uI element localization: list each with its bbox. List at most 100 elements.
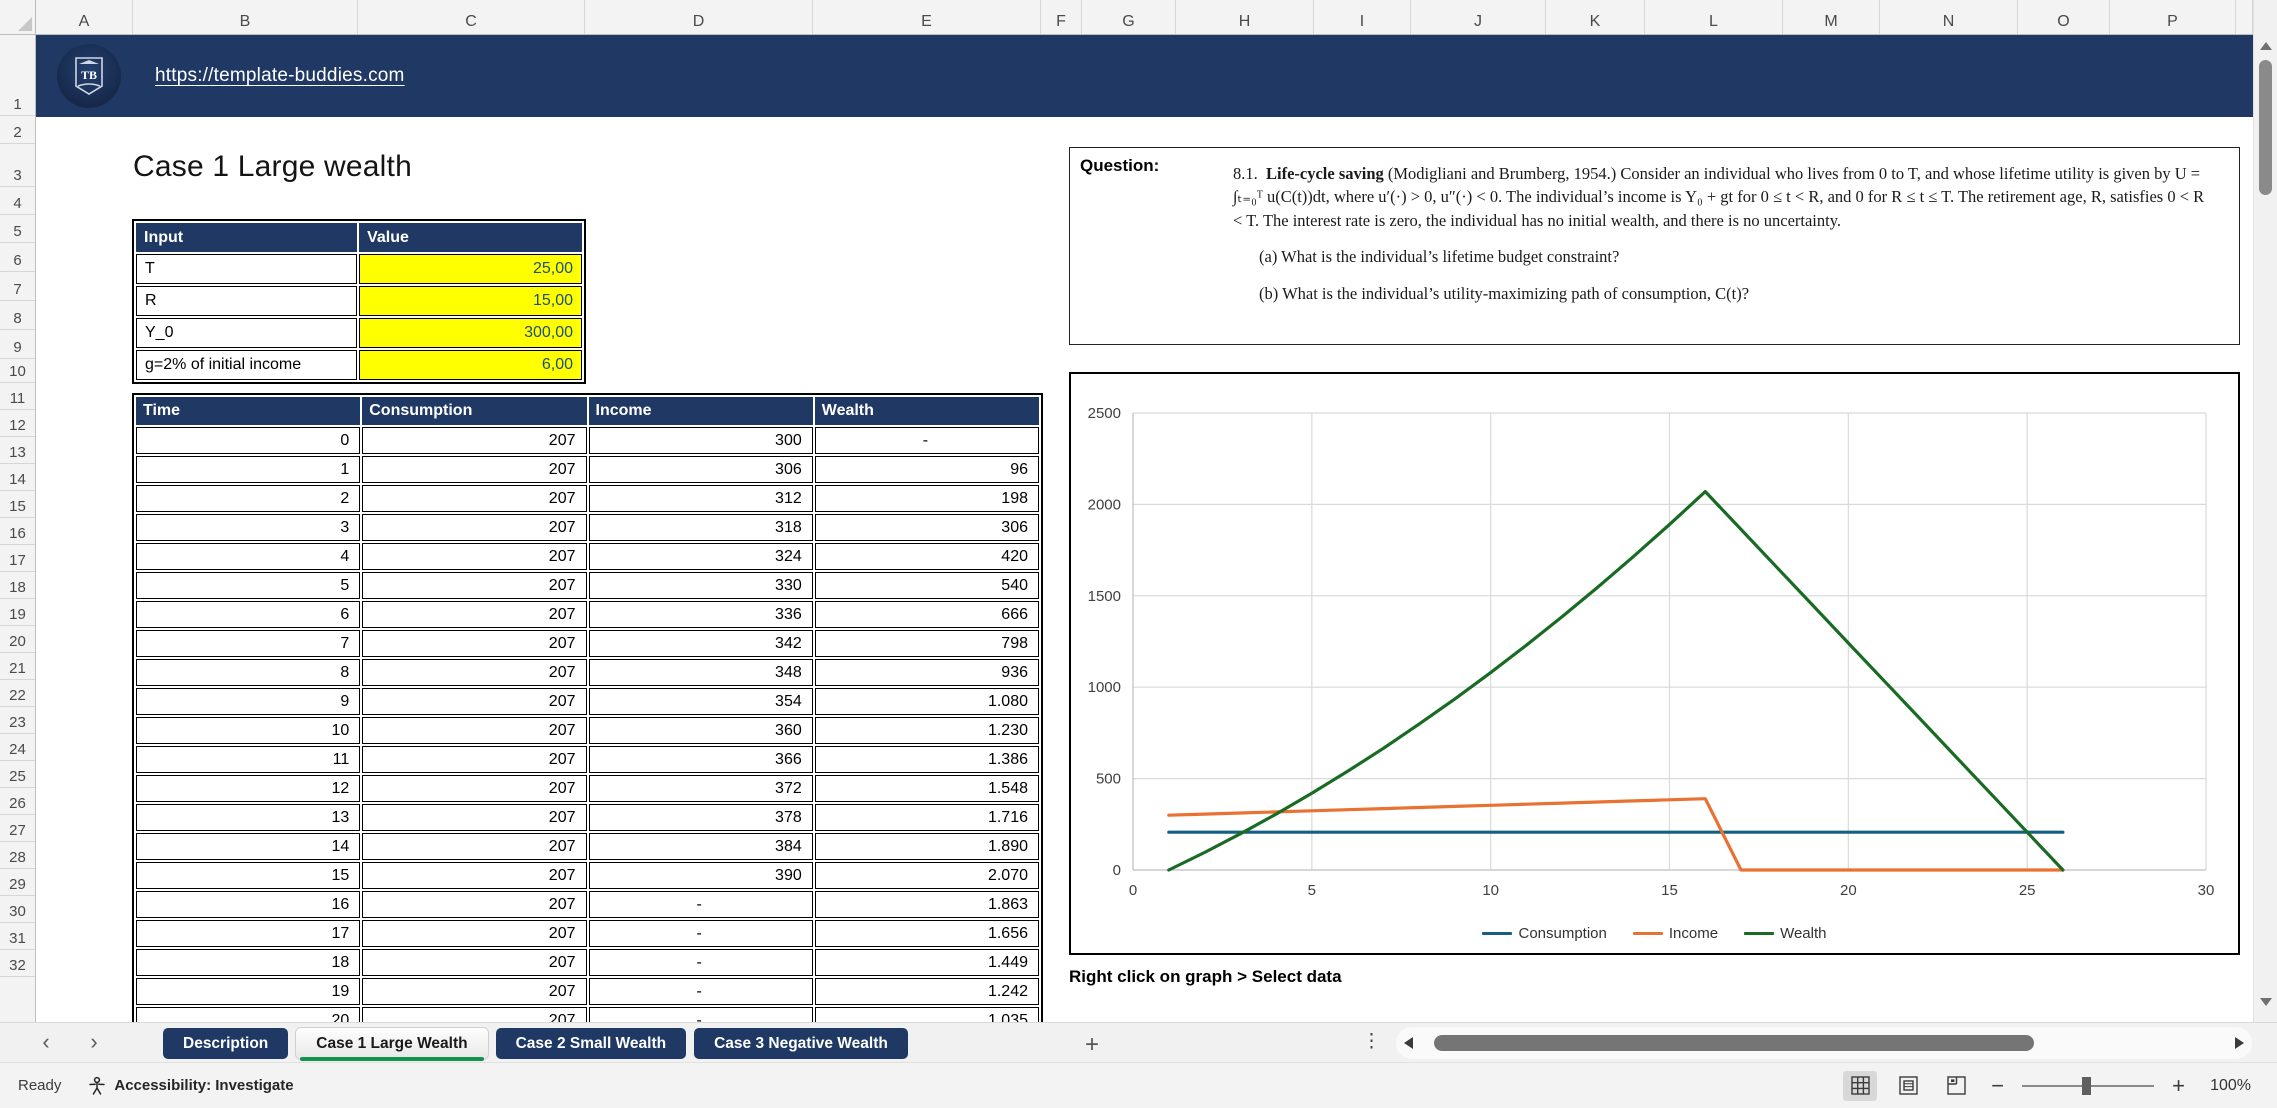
row-header-25[interactable]: 25 xyxy=(0,761,35,788)
vertical-scrollbar[interactable] xyxy=(2253,0,2277,1022)
row-header-31[interactable]: 31 xyxy=(0,923,35,950)
table-cell[interactable]: - xyxy=(588,920,813,947)
row-header-16[interactable]: 16 xyxy=(0,518,35,545)
table-cell[interactable]: 936 xyxy=(814,659,1039,686)
table-cell[interactable]: 207 xyxy=(362,688,587,715)
table-cell[interactable]: 1 xyxy=(136,456,361,483)
column-header-L[interactable]: L xyxy=(1645,0,1783,34)
template-buddies-link[interactable]: https://template-buddies.com xyxy=(155,65,405,86)
row-header-15[interactable]: 15 xyxy=(0,491,35,518)
accessibility-status[interactable]: Accessibility: Investigate xyxy=(87,1076,294,1096)
table-cell[interactable]: 300 xyxy=(588,427,813,454)
scroll-right-icon[interactable] xyxy=(2226,1037,2252,1049)
table-cell[interactable]: 18 xyxy=(136,949,361,976)
row-header-10[interactable]: 10 xyxy=(0,359,35,383)
table-cell[interactable]: 207 xyxy=(362,920,587,947)
table-cell[interactable]: 3 xyxy=(136,514,361,541)
tab-case-1-large-wealth[interactable]: Case 1 Large Wealth xyxy=(296,1028,488,1061)
input-label-cell[interactable]: T xyxy=(136,254,358,284)
input-label-cell[interactable]: R xyxy=(136,286,358,316)
row-header-2[interactable]: 2 xyxy=(0,116,35,144)
table-cell[interactable]: 348 xyxy=(588,659,813,686)
column-header-E[interactable]: E xyxy=(813,0,1041,34)
row-header-5[interactable]: 5 xyxy=(0,215,35,243)
input-label-cell[interactable]: g=2% of initial income xyxy=(136,350,358,380)
row-header-24[interactable]: 24 xyxy=(0,734,35,761)
table-cell[interactable]: 324 xyxy=(588,543,813,570)
row-header-6[interactable]: 6 xyxy=(0,243,35,272)
table-cell[interactable]: 360 xyxy=(588,717,813,744)
zoom-in-button[interactable]: + xyxy=(2172,1072,2185,1098)
table-cell[interactable]: 4 xyxy=(136,543,361,570)
horizontal-scrollbar[interactable] xyxy=(1396,1027,2252,1059)
scrollbar-options-icon[interactable]: ⋮ xyxy=(1362,1031,1381,1052)
table-cell[interactable]: 10 xyxy=(136,717,361,744)
table-cell[interactable]: 17 xyxy=(136,920,361,947)
row-header-21[interactable]: 21 xyxy=(0,653,35,680)
row-header-32[interactable]: 32 xyxy=(0,950,35,977)
next-sheet-button[interactable]: › xyxy=(90,1029,98,1054)
table-cell[interactable]: 207 xyxy=(362,630,587,657)
table-cell[interactable]: 13 xyxy=(136,804,361,831)
row-header-7[interactable]: 7 xyxy=(0,272,35,301)
table-cell[interactable]: 207 xyxy=(362,746,587,773)
table-cell[interactable]: 420 xyxy=(814,543,1039,570)
row-header-22[interactable]: 22 xyxy=(0,680,35,707)
row-header-30[interactable]: 30 xyxy=(0,896,35,923)
row-header-20[interactable]: 20 xyxy=(0,626,35,653)
table-cell[interactable]: 330 xyxy=(588,572,813,599)
table-cell[interactable]: 1.449 xyxy=(814,949,1039,976)
table-cell[interactable]: 207 xyxy=(362,717,587,744)
table-cell[interactable]: 1.242 xyxy=(814,978,1039,1005)
table-cell[interactable]: 12 xyxy=(136,775,361,802)
table-cell[interactable]: 318 xyxy=(588,514,813,541)
table-cell[interactable]: 8 xyxy=(136,659,361,686)
sheet-canvas[interactable]: TB https://template-buddies.com Case 1 L… xyxy=(36,35,2253,1022)
table-cell[interactable]: 366 xyxy=(588,746,813,773)
table-cell[interactable]: 207 xyxy=(362,804,587,831)
column-header-B[interactable]: B xyxy=(133,0,358,34)
column-header-C[interactable]: C xyxy=(358,0,585,34)
zoom-slider[interactable] xyxy=(2022,1076,2155,1096)
table-cell[interactable]: 336 xyxy=(588,601,813,628)
row-header-1[interactable]: 1 xyxy=(0,35,35,116)
vertical-scrollbar-thumb[interactable] xyxy=(2259,60,2272,195)
table-cell[interactable]: 312 xyxy=(588,485,813,512)
row-header-18[interactable]: 18 xyxy=(0,572,35,599)
table-cell[interactable]: 207 xyxy=(362,949,587,976)
chart[interactable]: 0 500 1000 1500 2000 2500 0 5 10 15 20 25 30 Consump… xyxy=(1069,372,2240,955)
table-cell[interactable]: - xyxy=(588,891,813,918)
row-header-27[interactable]: 27 xyxy=(0,815,35,842)
table-cell[interactable]: 666 xyxy=(814,601,1039,628)
table-cell[interactable]: - xyxy=(588,1007,813,1022)
prev-sheet-button[interactable]: ‹ xyxy=(42,1029,50,1054)
table-cell[interactable]: 378 xyxy=(588,804,813,831)
column-header-K[interactable]: K xyxy=(1546,0,1645,34)
tab-description[interactable]: Description xyxy=(163,1028,289,1059)
add-sheet-button[interactable]: + xyxy=(1085,1031,1100,1058)
table-cell[interactable]: 19 xyxy=(136,978,361,1005)
column-header-J[interactable]: J xyxy=(1411,0,1546,34)
table-cell[interactable]: 1.656 xyxy=(814,920,1039,947)
page-break-view-button[interactable] xyxy=(1939,1071,1973,1101)
table-cell[interactable]: 342 xyxy=(588,630,813,657)
column-header-D[interactable]: D xyxy=(585,0,813,34)
table-cell[interactable]: 207 xyxy=(362,543,587,570)
table-cell[interactable]: 0 xyxy=(136,427,361,454)
horizontal-scrollbar-track[interactable] xyxy=(1422,1035,2226,1051)
table-cell[interactable]: 384 xyxy=(588,833,813,860)
row-header-11[interactable]: 11 xyxy=(0,383,35,410)
horizontal-scrollbar-thumb[interactable] xyxy=(1434,1035,2034,1051)
column-header-O[interactable]: O xyxy=(2018,0,2110,34)
table-cell[interactable]: - xyxy=(588,978,813,1005)
table-cell[interactable]: 7 xyxy=(136,630,361,657)
table-cell[interactable]: 1.035 xyxy=(814,1007,1039,1022)
table-cell[interactable]: 11 xyxy=(136,746,361,773)
row-header-19[interactable]: 19 xyxy=(0,599,35,626)
input-value-cell[interactable]: 300,00 xyxy=(359,318,582,348)
row-header-12[interactable]: 12 xyxy=(0,410,35,437)
legend-item-wealth[interactable]: Wealth xyxy=(1744,925,1827,942)
table-cell[interactable]: 1.890 xyxy=(814,833,1039,860)
scroll-down-icon[interactable] xyxy=(2260,998,2272,1006)
column-header-I[interactable]: I xyxy=(1314,0,1411,34)
